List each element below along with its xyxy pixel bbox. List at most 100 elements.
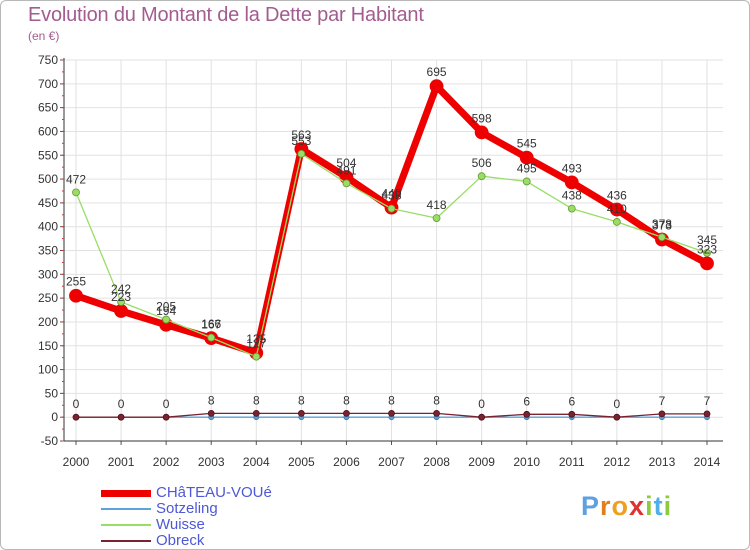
- y-tick-label: 250: [38, 291, 58, 305]
- data-label: 504: [336, 156, 356, 170]
- x-tick-label: 2010: [513, 455, 540, 469]
- data-label: 506: [472, 156, 492, 170]
- legend-swatch-obreck: [101, 540, 151, 542]
- data-point: [522, 177, 531, 186]
- data-label: 223: [111, 290, 131, 304]
- legend-swatch-wuisse: [101, 524, 151, 526]
- y-tick-label: 350: [38, 244, 58, 258]
- data-label: 598: [472, 111, 492, 125]
- data-label: 0: [118, 397, 125, 411]
- data-point: [297, 409, 305, 417]
- data-point: [519, 150, 534, 165]
- data-label: 493: [562, 161, 582, 175]
- data-label: 6: [568, 394, 575, 408]
- proxiti-logo[interactable]: Proxiti: [581, 491, 672, 522]
- data-label: 373: [652, 219, 672, 233]
- data-label: 205: [156, 300, 176, 314]
- legend-item-obreck: Obreck: [101, 532, 321, 549]
- y-tick-label: 0: [51, 410, 58, 424]
- legend-item-chateau-voue: CHâTEAU-VOUé: [101, 484, 321, 501]
- data-label: 345: [697, 233, 717, 247]
- legend-swatch-sotzeling: [101, 508, 151, 510]
- y-tick-label: 700: [38, 77, 58, 91]
- x-tick-label: 2008: [423, 455, 450, 469]
- x-tick-label: 2006: [333, 455, 360, 469]
- y-tick-label: 100: [38, 363, 58, 377]
- data-label: 436: [607, 189, 627, 203]
- data-point: [658, 410, 666, 418]
- legend-label-obreck: Obreck: [156, 532, 205, 549]
- y-tick-label: 450: [38, 196, 58, 210]
- data-point: [478, 413, 486, 421]
- data-point: [207, 333, 216, 342]
- x-tick-label: 2004: [243, 455, 270, 469]
- data-point: [252, 409, 260, 417]
- data-point: [568, 410, 576, 418]
- data-point: [388, 409, 395, 417]
- data-point: [612, 218, 621, 226]
- data-point: [703, 410, 711, 418]
- data-point: [523, 410, 531, 418]
- legend-label-sotzeling: Sotzeling: [156, 500, 218, 517]
- data-point: [114, 304, 128, 318]
- legend-swatch-chateau-voue: [101, 490, 151, 497]
- data-label: 545: [517, 137, 537, 151]
- data-point: [703, 248, 711, 257]
- data-label: 127: [246, 337, 266, 351]
- data-label: 255: [66, 275, 86, 289]
- data-label: 495: [517, 161, 537, 175]
- data-label: 323: [697, 242, 717, 256]
- data-label: 0: [478, 397, 485, 411]
- data-label: 0: [614, 397, 621, 411]
- data-point: [117, 298, 125, 306]
- y-tick-label: 200: [38, 315, 58, 329]
- x-tick-label: 2002: [153, 455, 180, 469]
- data-label: 472: [66, 172, 86, 186]
- data-label: 8: [433, 393, 440, 407]
- x-tick-label: 2007: [378, 455, 405, 469]
- data-label: 418: [427, 198, 447, 212]
- y-tick-label: 600: [38, 124, 58, 138]
- legend-item-sotzeling: Sotzeling: [101, 500, 321, 517]
- data-point: [297, 149, 306, 158]
- data-label: 7: [659, 394, 666, 408]
- y-tick-label: 400: [38, 220, 58, 234]
- data-label: 438: [381, 189, 401, 203]
- data-point: [658, 233, 666, 242]
- data-point: [117, 413, 125, 421]
- logo-letter: t: [653, 491, 664, 521]
- data-point: [474, 125, 489, 140]
- x-tick-label: 2005: [288, 455, 315, 469]
- data-label: 167: [201, 318, 221, 332]
- legend-item-wuisse: Wuisse: [101, 516, 321, 533]
- x-tick-label: 2013: [649, 455, 676, 469]
- logo-letter: o: [611, 491, 630, 521]
- data-label: 0: [163, 397, 170, 411]
- y-tick-label: 50: [45, 386, 59, 400]
- data-label: 8: [298, 393, 305, 407]
- y-tick-label: 550: [38, 148, 58, 162]
- data-label: 553: [291, 134, 311, 148]
- data-point: [387, 204, 396, 213]
- unit-label: (en €): [28, 29, 60, 43]
- y-tick-label: 650: [38, 101, 58, 115]
- y-tick-label: 500: [38, 172, 58, 186]
- x-tick-label: 2009: [468, 455, 495, 469]
- data-label: 6: [523, 394, 530, 408]
- logo-letter: r: [600, 491, 612, 521]
- data-point: [207, 409, 215, 417]
- data-point: [343, 409, 350, 417]
- data-point: [72, 413, 80, 421]
- data-label: 8: [343, 393, 350, 407]
- y-tick-label: 150: [38, 339, 58, 353]
- data-point: [429, 79, 444, 94]
- data-point: [162, 413, 170, 421]
- chart-title: Evolution du Montant de la Dette par Hab…: [28, 4, 424, 26]
- x-tick-label: 2000: [63, 455, 90, 469]
- data-point: [609, 202, 624, 217]
- data-label: 7: [704, 394, 711, 408]
- data-label: 378: [652, 217, 672, 231]
- y-tick-label: -50: [41, 434, 59, 448]
- legend-label-wuisse: Wuisse: [156, 516, 205, 533]
